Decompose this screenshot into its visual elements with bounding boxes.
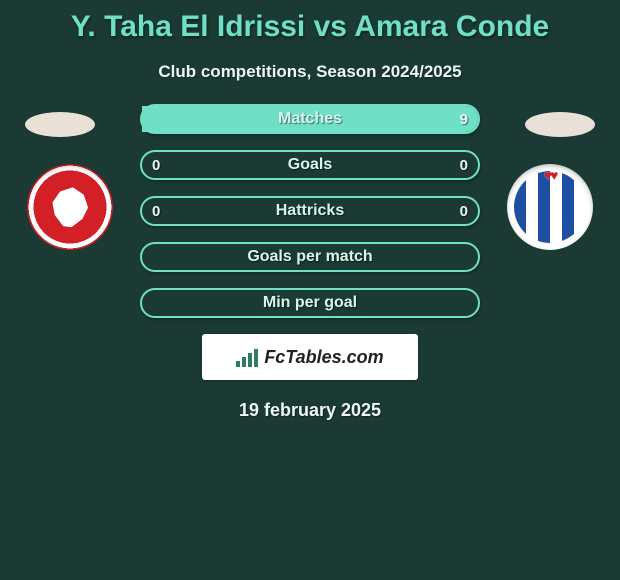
- stat-value-right: 9: [460, 111, 468, 128]
- club-crest-right: ♥♥: [507, 164, 593, 250]
- brand-text: FcTables.com: [264, 347, 383, 368]
- stat-value-left: 0: [152, 203, 160, 220]
- page-title: Y. Taha El Idrissi vs Amara Conde: [0, 10, 620, 44]
- brand-bar-segment: [248, 353, 252, 367]
- player-right-head-icon: [525, 112, 595, 137]
- page-subtitle: Club competitions, Season 2024/2025: [0, 62, 620, 82]
- stat-value-right: 0: [460, 203, 468, 220]
- stat-label: Goals per match: [247, 248, 372, 266]
- brand-bar-segment: [236, 361, 240, 367]
- brand-bar-segment: [242, 357, 246, 367]
- brand-bar-segment: [254, 349, 258, 367]
- club-crest-left: [27, 164, 113, 250]
- stat-label: Min per goal: [263, 294, 357, 312]
- stat-bar: Min per goal: [140, 288, 480, 318]
- stat-value-left: 0: [152, 157, 160, 174]
- stat-bar: 0 0 Hattricks: [140, 196, 480, 226]
- crest-right-hearts-icon: ♥♥: [544, 167, 557, 183]
- player-left-head-icon: [25, 112, 95, 137]
- stat-bar: 0 0 Goals: [140, 150, 480, 180]
- footer-date: 19 february 2025: [0, 400, 620, 421]
- brand-box: FcTables.com: [202, 334, 418, 380]
- crest-right-stripes-icon: ♥♥: [514, 171, 586, 243]
- comparison-arena: ♥♥ 9 Matches 0 0 Goals 0 0 Hattricks Goals per m…: [0, 104, 620, 318]
- stat-label: Goals: [288, 156, 332, 174]
- brand-bars-icon: [236, 347, 258, 367]
- stat-label: Hattricks: [276, 202, 344, 220]
- crest-left-emblem-icon: [47, 184, 92, 229]
- stat-value-right: 0: [460, 157, 468, 174]
- infographic-root: Y. Taha El Idrissi vs Amara Conde Club c…: [0, 0, 620, 580]
- stat-bars: 9 Matches 0 0 Goals 0 0 Hattricks Goals per matc…: [140, 104, 480, 318]
- stat-label: Matches: [278, 110, 342, 128]
- stat-bar: Goals per match: [140, 242, 480, 272]
- stat-bar: 9 Matches: [140, 104, 480, 134]
